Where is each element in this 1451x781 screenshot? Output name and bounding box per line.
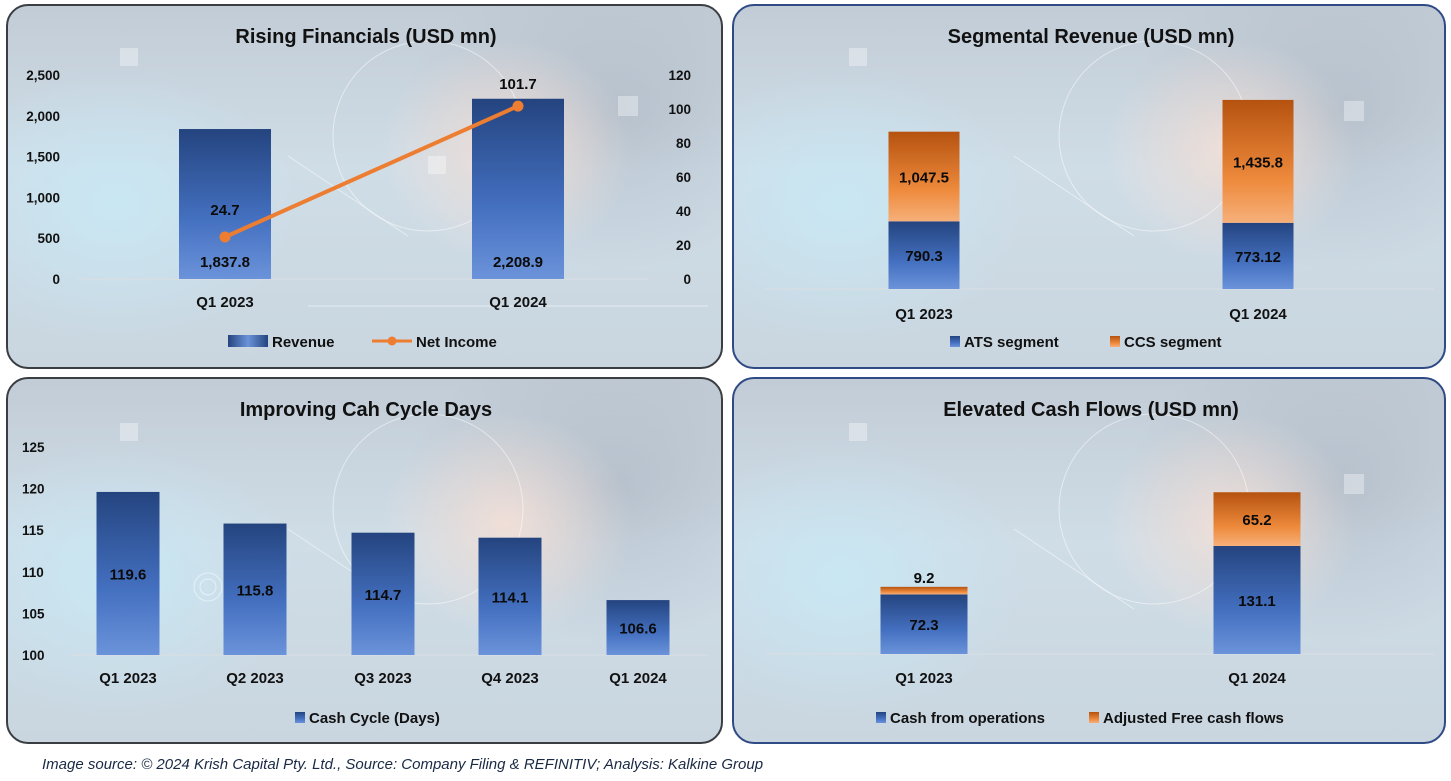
background-decoration (849, 413, 1364, 610)
category-label: Q3 2023 (354, 670, 412, 687)
data-label-net-income: 101.7 (499, 76, 537, 93)
chart-rising-financials: Rising Financials (USD mn) 0 500 1,000 1,50… (26, 26, 708, 351)
chart-title: Improving Cah Cycle Days (240, 399, 492, 421)
background-decoration (120, 413, 524, 610)
left-axis-tick: 1,500 (26, 150, 60, 165)
data-label-cash-from-operations: 72.3 (909, 617, 938, 634)
data-label-revenue: 1,837.8 (200, 254, 250, 271)
y-axis-tick: 115 (22, 523, 44, 538)
chart-cash-cycle-days: Improving Cah Cycle Days 100 105 110 115 120… (22, 399, 708, 727)
bar-cash-from-operations-q1-2024 (1213, 545, 1301, 654)
data-label-cash-cycle: 106.6 (619, 621, 657, 638)
right-axis-tick: 0 (683, 272, 691, 287)
right-axis-tick: 80 (676, 136, 691, 151)
data-label-ats-segment: 790.3 (905, 248, 943, 265)
bar-ats-segment-q1-2023 (888, 221, 960, 289)
bar-ccs-segment-q1-2024 (1222, 99, 1294, 223)
legend-marker-net-income (387, 336, 397, 346)
chart-segmental-revenue: Segmental Revenue (USD mn) 790.3 1,047.5 7… (764, 26, 1434, 351)
bar-ats-segment-q1-2024 (1222, 222, 1294, 289)
right-axis-tick: 40 (676, 204, 691, 219)
legend-swatch-cash-cycle (295, 712, 305, 723)
legend-label-ccs: CCS segment (1124, 334, 1222, 351)
data-label-net-income: 24.7 (210, 202, 239, 219)
category-label: Q4 2023 (481, 670, 539, 687)
category-label: Q2 2023 (226, 670, 284, 687)
left-axis-tick: 2,500 (26, 68, 60, 83)
right-axis-tick: 20 (676, 238, 691, 253)
bar-cash-from-operations-q1-2023 (880, 594, 968, 654)
y-axis-tick: 100 (22, 648, 45, 663)
data-label-adjusted-free-cash-flows: 65.2 (1242, 512, 1271, 529)
legend-swatch-ats (950, 336, 960, 347)
legend-label-ats: ATS segment (964, 334, 1059, 351)
left-axis-tick: 2,000 (26, 109, 60, 124)
y-axis-tick: 120 (22, 482, 45, 497)
legend: Cash Cycle (Days) (295, 710, 440, 727)
category-label: Q1 2023 (895, 670, 953, 687)
bar-cash-cycle-q1-2023 (96, 491, 160, 655)
bar-cash-cycle-q3-2023 (351, 532, 415, 655)
chart-title: Elevated Cash Flows (USD mn) (943, 399, 1239, 421)
data-label-cash-from-operations: 131.1 (1238, 593, 1276, 610)
legend-swatch-adjusted-fcf (1089, 712, 1099, 723)
panel-segmental-revenue: Segmental Revenue (USD mn) 790.3 1,047.5 7… (732, 4, 1446, 369)
legend-label-cash-cycle: Cash Cycle (Days) (309, 710, 440, 727)
legend: Revenue Net Income (228, 334, 497, 351)
image-source-caption: Image source: © 2024 Krish Capital Pty. … (42, 756, 764, 773)
right-axis-tick: 100 (668, 102, 691, 117)
y-axis-tick: 105 (22, 606, 45, 621)
panel-cash-cycle-days: Improving Cah Cycle Days 100 105 110 115 120… (6, 377, 723, 744)
y-axis-tick: 110 (22, 565, 44, 580)
panel-elevated-cash-flows: Elevated Cash Flows (USD mn) 72.3 9.2 131.… (732, 377, 1446, 744)
category-label: Q1 2024 (609, 670, 667, 687)
category-label: Q1 2023 (99, 670, 157, 687)
bar-adjusted-free-cash-flows-q1-2023 (880, 586, 968, 595)
chart-title: Segmental Revenue (USD mn) (948, 26, 1235, 48)
data-label-ccs-segment: 1,047.5 (899, 170, 949, 187)
legend: ATS segment CCS segment (950, 334, 1222, 351)
left-axis-tick: 500 (37, 231, 60, 246)
chart-title: Rising Financials (USD mn) (235, 26, 496, 48)
right-axis-tick: 120 (668, 68, 691, 83)
data-label-cash-cycle: 119.6 (110, 566, 147, 583)
legend-label-revenue: Revenue (272, 334, 335, 351)
data-label-ccs-segment: 1,435.8 (1233, 154, 1283, 171)
legend: Cash from operations Adjusted Free cash … (876, 710, 1284, 727)
left-axis-tick: 0 (52, 272, 60, 287)
legend-label-adjusted-fcf: Adjusted Free cash flows (1103, 710, 1284, 727)
panel-rising-financials: Rising Financials (USD mn) 0 500 1,000 1,50… (6, 4, 723, 369)
bar-cash-cycle-q1-2024 (606, 600, 670, 655)
point-net-income-q1-2024 (512, 100, 524, 112)
legend-swatch-cash-from-operations (876, 712, 886, 723)
legend-swatch-revenue (228, 335, 268, 347)
category-label: Q1 2023 (196, 294, 254, 311)
legend-label-cash-from-operations: Cash from operations (890, 710, 1045, 727)
bar-ccs-segment-q1-2023 (888, 131, 960, 222)
bar-cash-cycle-q4-2023 (478, 537, 542, 655)
data-label-cash-cycle: 115.8 (237, 582, 274, 599)
category-label: Q1 2023 (895, 306, 953, 323)
chart-elevated-cash-flows: Elevated Cash Flows (USD mn) 72.3 9.2 131.… (764, 399, 1434, 727)
bar-adjusted-free-cash-flows-q1-2024 (1213, 492, 1301, 546)
data-label-ats-segment: 773.12 (1235, 249, 1281, 266)
category-label: Q1 2024 (489, 294, 547, 311)
left-axis-tick: 1,000 (26, 190, 60, 205)
category-label: Q1 2024 (1229, 306, 1287, 323)
data-label-revenue: 2,208.9 (493, 254, 543, 271)
line-net-income (224, 104, 519, 239)
data-label-adjusted-free-cash-flows: 9.2 (914, 570, 935, 587)
data-label-cash-cycle: 114.1 (492, 589, 529, 606)
data-label-cash-cycle: 114.7 (365, 587, 402, 604)
bar-cash-cycle-q2-2023 (223, 523, 287, 655)
right-axis-tick: 60 (676, 170, 691, 185)
legend-label-net-income: Net Income (416, 334, 497, 351)
y-axis-tick: 125 (22, 440, 45, 455)
point-net-income-q1-2023 (219, 231, 231, 243)
bar-revenue-q1-2023 (179, 129, 271, 279)
category-label: Q1 2024 (1228, 670, 1286, 687)
bar-revenue-q1-2024 (472, 98, 564, 280)
legend-swatch-ccs (1110, 336, 1120, 347)
